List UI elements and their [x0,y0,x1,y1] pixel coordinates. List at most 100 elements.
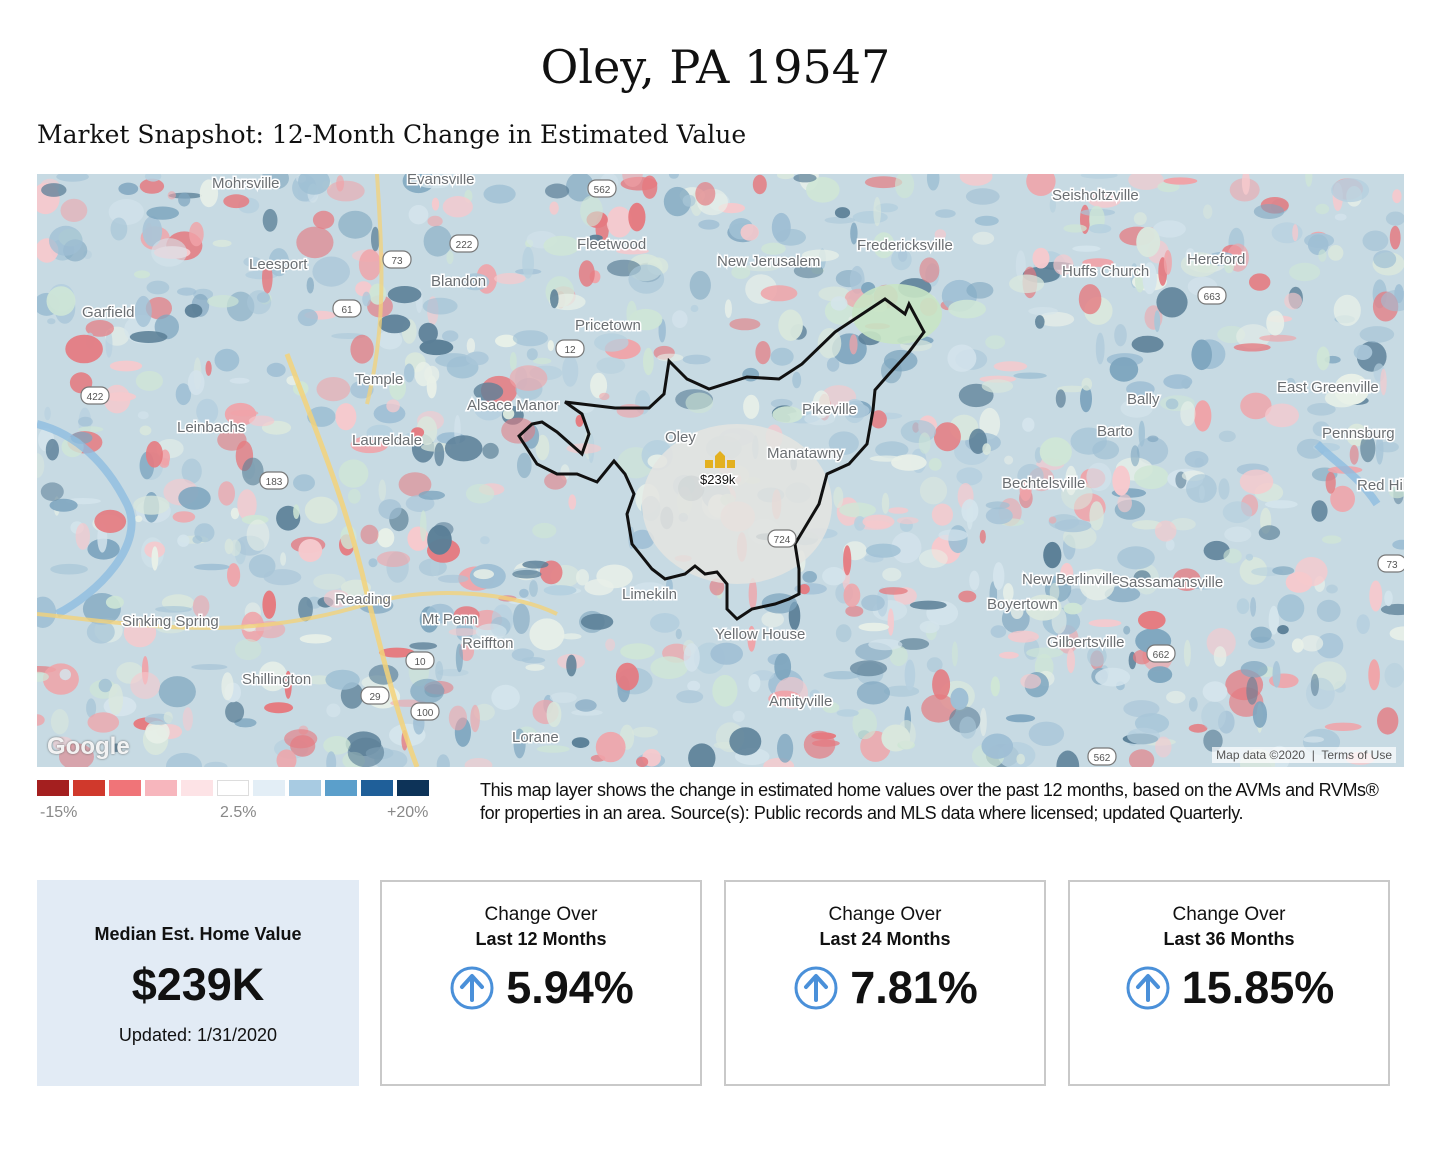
heat-map[interactable]: Mohrsville Evansville Leesport Blandon Fleet… [37,174,1404,767]
place-label: Lorane [512,729,559,746]
place-label: Amityville [769,693,832,710]
svg-text:73: 73 [391,256,403,267]
legend-label-mid: 2.5% [220,804,257,821]
svg-text:724: 724 [774,535,791,546]
route-shield: 662 [1146,644,1176,663]
legend-description: This map layer shows the change in estim… [480,780,1379,823]
route-shield: 29 [360,686,390,705]
legend-swatch [397,780,429,796]
river [37,420,136,618]
svg-text:562: 562 [594,185,611,196]
svg-text:562: 562 [1094,753,1111,764]
svg-text:29: 29 [369,692,381,703]
stat-heading: Change Over [1172,904,1286,925]
stat-heading: Change Over [484,904,598,925]
stat-value: 5.94% [506,962,634,1013]
route-shield: 562 [587,179,617,198]
page-title: Oley, PA 19547 [540,40,891,94]
legend-swatch [289,780,321,796]
place-label: Leesport [249,256,308,273]
place-label: Boyertown [987,596,1058,613]
highway [284,353,420,767]
place-label: East Greenville [1277,379,1379,396]
stat-value: 7.81% [850,962,978,1013]
house-cluster-icon [705,451,735,468]
svg-text:663: 663 [1204,292,1221,303]
map-canvas[interactable]: Mohrsville Evansville Leesport Blandon Fleet… [37,174,1404,767]
svg-text:100: 100 [417,708,434,719]
river [1314,441,1381,507]
up-arrow-circle-icon [450,966,494,1010]
place-label: Mt Penn [422,611,478,628]
place-label: Yellow House [715,626,805,643]
legend-swatch [253,780,285,796]
svg-text:662: 662 [1153,650,1170,661]
legend-swatch [37,780,69,796]
up-arrow-circle-icon [794,966,838,1010]
place-label: New Jerusalem [717,253,820,270]
legend-swatch [73,780,105,796]
route-shields: 562 222 73 61 12 183 422 724 10 100 29 663 73 562 662 [80,179,1404,766]
place-label: Fleetwood [577,236,646,253]
svg-text:222: 222 [456,240,473,251]
place-label: Evansville [407,174,475,188]
place-labels: Mohrsville Evansville Leesport Blandon Fleet… [81,174,1405,748]
legend-swatch [325,780,357,796]
route-shield: 222 [449,234,479,253]
median-value-card: Median Est. Home Value $239K Updated: 1/… [37,880,359,1086]
svg-text:12: 12 [564,345,576,356]
place-label: Mohrsville [212,175,280,192]
place-label: Blandon [431,273,486,290]
place-label: Bally [1127,391,1160,408]
place-label: Barto [1097,423,1133,440]
place-label: Gilbertsville [1047,634,1125,651]
stat-heading: Change Over [828,904,942,925]
place-label: Temple [355,371,403,388]
route-shield: 61 [332,299,362,318]
updated-date: Updated: 1/31/2020 [118,1025,278,1045]
place-label: Leinbachs [177,419,245,436]
place-label: Reading [335,591,391,608]
svg-text:183: 183 [266,477,283,488]
place-label: Pikeville [802,401,857,418]
place-label: Sinking Spring [122,613,219,630]
svg-text:10: 10 [414,657,426,668]
route-shield: 422 [80,386,110,405]
place-label: Hereford [1187,251,1245,268]
svg-text:422: 422 [87,392,104,403]
value-change-heat-layer [37,174,1404,767]
up-arrow-circle-icon [1126,966,1170,1010]
route-shield: 183 [259,471,289,490]
place-label: Oley [665,429,696,446]
place-label: Fredericksville [857,237,953,254]
median-label: Median Est. Home Value [94,924,302,944]
route-shield: 73 [382,250,412,269]
route-shield: 100 [410,702,440,721]
place-label: Reiffton [462,635,513,652]
place-label: Garfield [82,304,135,321]
highway [37,591,558,630]
change-card-12-months: Change Over Last 12 Months 5.94% [380,880,702,1086]
terms-link[interactable]: Terms of Use [1321,748,1392,762]
place-label: Shillington [242,671,311,688]
zip-boundary [517,297,926,621]
svg-text:61: 61 [341,305,353,316]
legend-swatch [217,780,249,796]
stat-period: Last 24 Months [819,929,951,949]
route-shield: 10 [405,651,435,670]
route-shield: 724 [767,529,797,548]
place-label: Huffs Church [1062,263,1149,280]
highway [365,174,384,405]
place-label: Limekiln [622,586,677,603]
legend-swatches [37,780,442,796]
map-attribution: Map data ©2020 | Terms of Use [1212,747,1396,763]
color-legend: -15% 2.5% +20% [37,780,442,830]
place-label: Seisholtzville [1052,187,1139,204]
page-subtitle: Market Snapshot: 12-Month Change in Esti… [37,120,747,149]
legend-swatch [181,780,213,796]
place-label: Sassamansville [1119,574,1223,591]
route-shield: 73 [1377,554,1404,573]
map-data-credit: Map data ©2020 [1216,748,1306,762]
place-label: Pricetown [575,317,641,334]
legend-label-high: +20% [387,804,429,821]
